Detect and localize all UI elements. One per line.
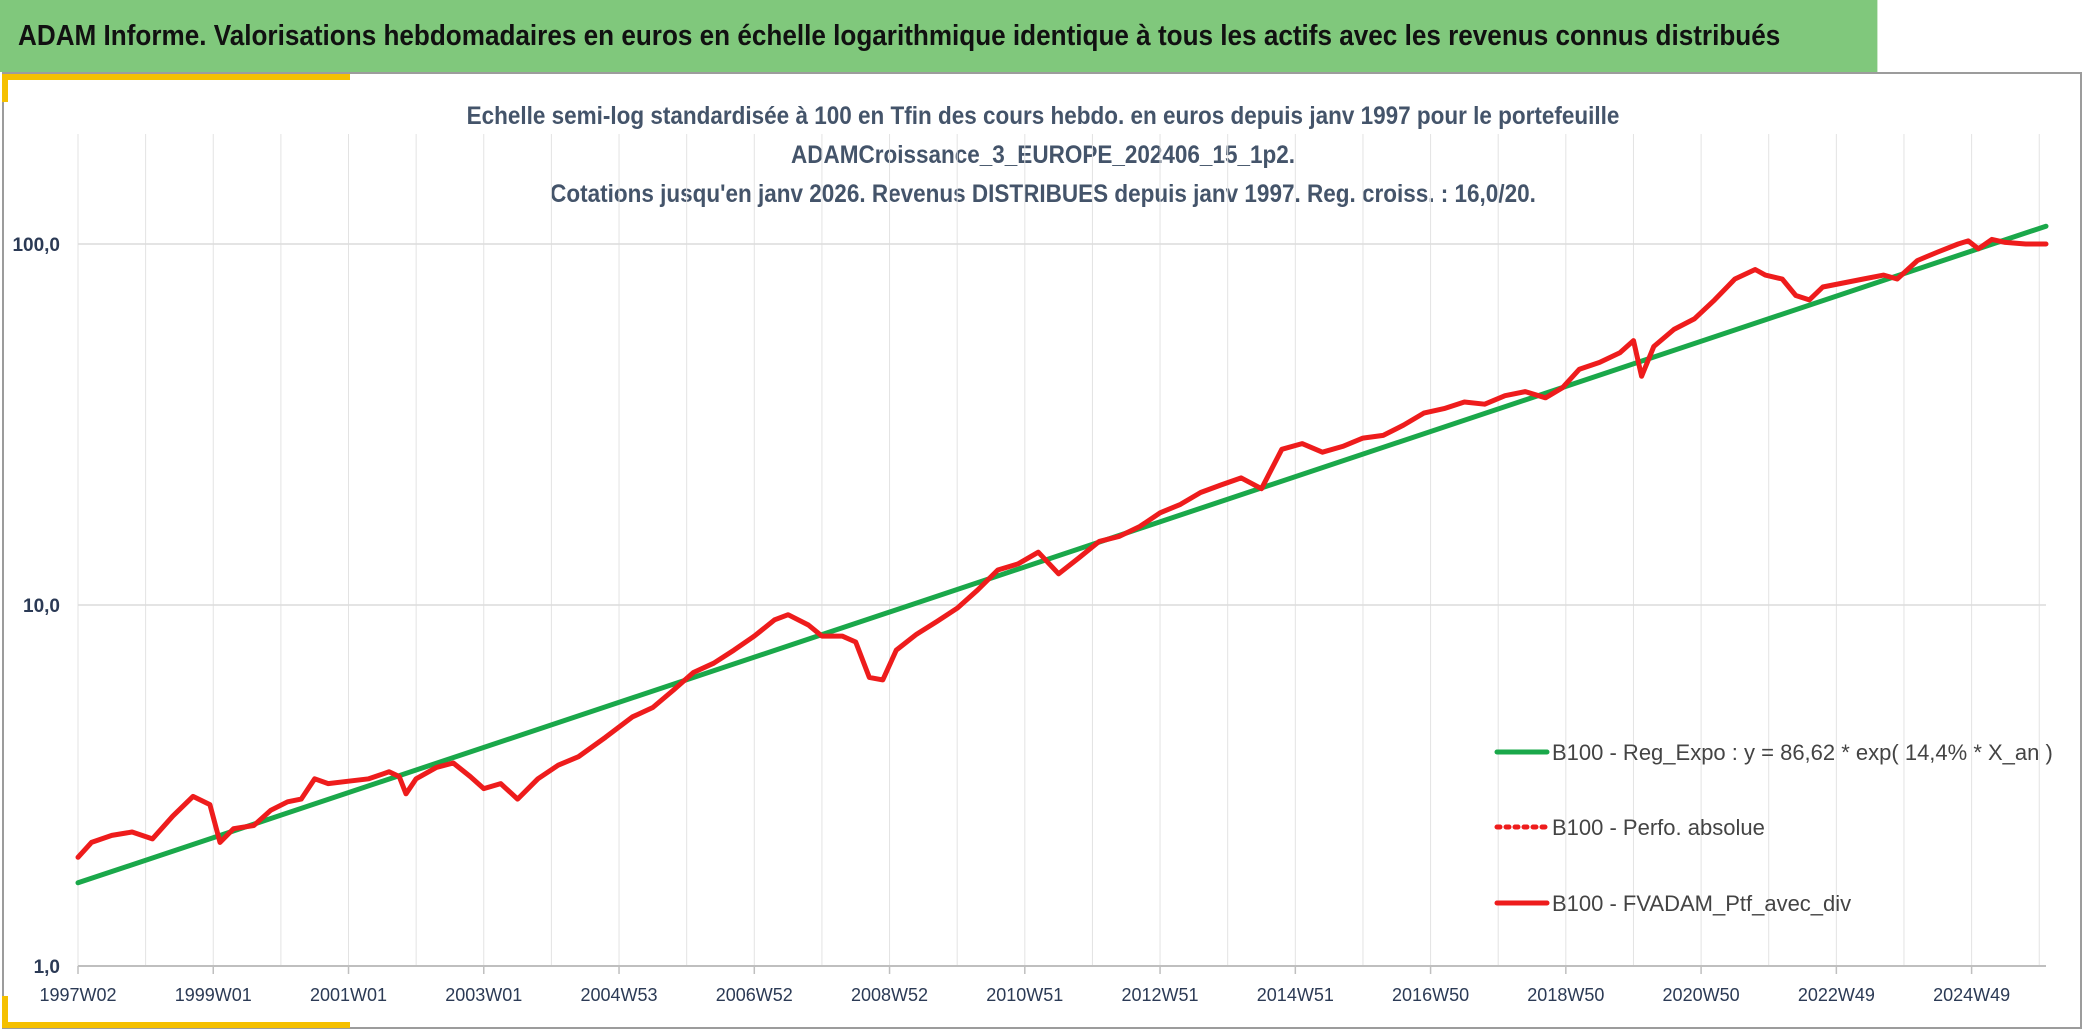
- chart-title-line-3: Cotations jusqu'en janv 2026. Revenus DI…: [550, 180, 1536, 208]
- accent-bar-left-bottom: [2, 996, 8, 1026]
- report-banner: ADAM Informe. Valorisations hebdomadaire…: [0, 0, 1878, 72]
- axis-layer: 1,0 10,0 100,0 1997W02 1999W01 2001W01 2003W01…: [12, 235, 2010, 1005]
- x-tick-label: 2010W51: [986, 985, 1063, 1005]
- x-tick-label: 2024W49: [1933, 985, 2010, 1005]
- chart-title-line-2: ADAMCroissance_3_EUROPE_202406_15_1p2.: [790, 141, 1296, 169]
- legend-label: B100 - Perfo. absolue: [1552, 815, 1765, 840]
- accent-bar-left-top: [2, 74, 8, 102]
- x-tick-label: 2012W51: [1122, 985, 1199, 1005]
- regression-line: [75, 223, 2049, 886]
- accent-bar-top: [2, 74, 350, 80]
- grid-layer: [77, 134, 2046, 967]
- y-tick-label: 100,0: [12, 235, 60, 256]
- x-tick-label: 2008W52: [851, 985, 928, 1005]
- x-tick-label: 2004W53: [580, 985, 657, 1005]
- series-layer: [75, 223, 2049, 886]
- legend-label: B100 - FVADAM_Ptf_avec_div: [1552, 891, 1851, 916]
- portfolio-line: [75, 236, 2049, 860]
- chart-title-line-1: Echelle semi-log standardisée à 100 en T…: [466, 102, 1620, 130]
- legend: B100 - Reg_Expo : y = 86,62 * exp( 14,4%…: [1494, 740, 2053, 916]
- y-tick-label: 10,0: [23, 596, 60, 617]
- x-tick-label: 2014W51: [1257, 985, 1334, 1005]
- x-tick-label: 2001W01: [310, 985, 387, 1005]
- x-tick-label: 2018W50: [1527, 985, 1604, 1005]
- x-tick-label: 1999W01: [175, 985, 252, 1005]
- x-tick-label: 1997W02: [39, 985, 116, 1005]
- x-tick-label: 2006W52: [716, 985, 793, 1005]
- x-tick-label: 2003W01: [445, 985, 522, 1005]
- legend-label: B100 - Reg_Expo : y = 86,62 * exp( 14,4%…: [1552, 740, 2053, 765]
- x-tick-label: 2022W49: [1798, 985, 1875, 1005]
- x-tick-label: 2016W50: [1392, 985, 1469, 1005]
- accent-bar-bottom: [2, 1022, 350, 1028]
- y-tick-label: 1,0: [34, 957, 60, 978]
- x-tick-label: 2020W50: [1663, 985, 1740, 1005]
